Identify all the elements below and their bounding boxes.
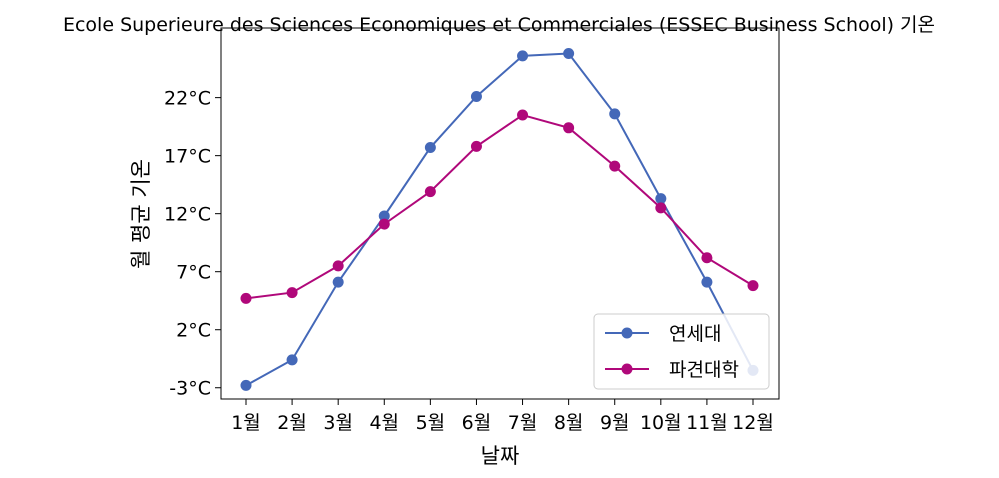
data-point bbox=[470, 140, 482, 152]
x-tick-label: 11월 bbox=[686, 412, 728, 434]
x-tick-label: 4월 bbox=[369, 412, 399, 434]
data-point bbox=[609, 160, 621, 172]
data-point bbox=[701, 276, 713, 288]
x-tick-label: 1월 bbox=[231, 412, 261, 434]
data-point bbox=[563, 48, 575, 60]
data-point bbox=[240, 379, 252, 391]
data-point bbox=[240, 292, 252, 304]
x-tick-label: 9월 bbox=[600, 412, 630, 434]
y-tick-label: 12°C bbox=[164, 204, 211, 226]
legend-label: 연세대 bbox=[669, 323, 721, 345]
data-point bbox=[655, 193, 667, 205]
data-point bbox=[424, 186, 436, 198]
data-point bbox=[332, 260, 344, 272]
data-point bbox=[517, 109, 529, 121]
data-point bbox=[332, 276, 344, 288]
x-tick-label: 2월 bbox=[277, 412, 307, 434]
x-tick-label: 7월 bbox=[508, 412, 538, 434]
legend-label: 파견대학 bbox=[669, 359, 739, 381]
legend-marker bbox=[621, 327, 633, 339]
series-2 bbox=[240, 109, 759, 304]
series-line bbox=[245, 52, 754, 387]
data-point bbox=[424, 142, 436, 154]
x-tick-label: 3월 bbox=[323, 412, 353, 434]
data-point bbox=[747, 280, 759, 292]
y-tick-label: 22°C bbox=[164, 88, 211, 110]
data-point bbox=[286, 354, 298, 366]
data-point bbox=[470, 90, 482, 102]
series-line bbox=[245, 113, 754, 300]
y-tick-label: 2°C bbox=[176, 320, 211, 342]
data-point bbox=[378, 210, 390, 222]
data-point bbox=[563, 122, 575, 134]
y-axis: -3°C 2°C 7°C 12°C 17°C 22°C bbox=[164, 88, 221, 400]
chart-title: Ecole Superieure des Sciences Economique… bbox=[63, 14, 935, 36]
y-tick-label: -3°C bbox=[169, 378, 211, 400]
y-axis-title: 월 평균 기온 bbox=[129, 159, 153, 269]
data-point bbox=[378, 218, 390, 230]
x-tick-label: 5월 bbox=[416, 412, 446, 434]
x-tick-label: 12월 bbox=[732, 412, 774, 434]
legend-marker bbox=[621, 363, 633, 375]
data-point bbox=[517, 50, 529, 62]
y-tick-label: 17°C bbox=[164, 146, 211, 168]
y-tick-label: 7°C bbox=[176, 262, 211, 284]
data-point bbox=[701, 252, 713, 264]
data-point bbox=[609, 108, 621, 120]
x-tick-label: 6월 bbox=[462, 412, 492, 434]
data-point bbox=[655, 202, 667, 214]
data-point bbox=[286, 287, 298, 299]
x-axis: 1월 2월 3월 4월 5월 6월 7월 8월 9월 10월 11월 12월 bbox=[231, 399, 774, 434]
x-tick-label: 10월 bbox=[640, 412, 682, 434]
x-axis-title: 날짜 bbox=[481, 444, 520, 468]
x-tick-label: 8월 bbox=[554, 412, 584, 434]
